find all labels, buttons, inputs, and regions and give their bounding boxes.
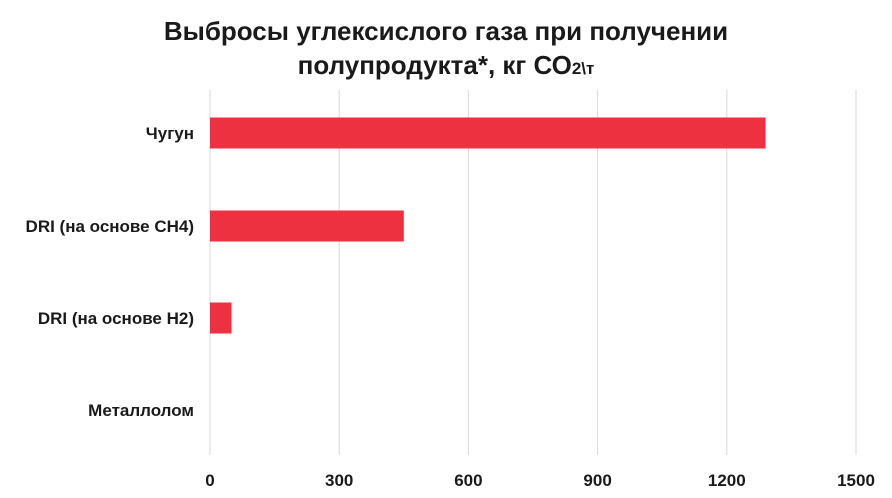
title-subscript: 2 (571, 59, 582, 78)
bar (210, 210, 404, 242)
x-tick-label: 1500 (837, 471, 875, 490)
title-line-2: полупродукта*, кг СО2\т (0, 48, 892, 86)
x-tick-label: 1200 (708, 471, 746, 490)
category-label: Металлолом (88, 401, 194, 420)
x-tick-label: 600 (454, 471, 482, 490)
bar (210, 302, 232, 334)
category-label: DRI (на основе СН4) (26, 217, 194, 236)
category-label: DRI (на основе Н2) (38, 309, 194, 328)
title-line-1: Выбросы углексислого газа при получении (163, 16, 729, 46)
title-line-2-main: полупродукта*, кг СО (297, 50, 572, 80)
x-tick-labels: 0 300 600 900 1200 1500 (205, 471, 875, 490)
bar-layer (210, 117, 766, 334)
grid-layer (209, 90, 857, 455)
chart-title: Выбросы углексислого газа при получении … (0, 14, 892, 86)
x-tick-label: 0 (205, 471, 214, 490)
x-tick-label: 300 (325, 471, 353, 490)
title-unit: \т (581, 59, 595, 78)
x-tick-label: 900 (583, 471, 611, 490)
category-labels: Чугун DRI (на основе СН4) DRI (на основе Н… (26, 124, 194, 420)
category-label: Чугун (146, 124, 194, 143)
bar (210, 117, 766, 149)
